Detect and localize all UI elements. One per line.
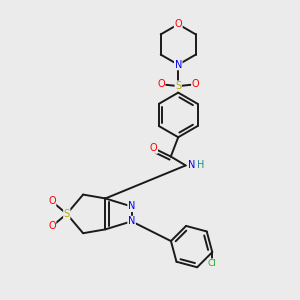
Text: N: N xyxy=(188,160,195,170)
Text: S: S xyxy=(64,209,70,219)
Text: O: O xyxy=(150,143,158,153)
Text: H: H xyxy=(197,160,204,170)
Text: O: O xyxy=(174,19,182,29)
Text: N: N xyxy=(128,202,135,212)
Text: O: O xyxy=(48,196,56,206)
Text: Cl: Cl xyxy=(208,259,217,268)
Text: O: O xyxy=(157,79,165,89)
Text: O: O xyxy=(48,221,56,231)
Text: N: N xyxy=(128,216,135,226)
Text: N: N xyxy=(175,60,182,70)
Text: S: S xyxy=(175,81,181,91)
Text: O: O xyxy=(192,79,199,89)
